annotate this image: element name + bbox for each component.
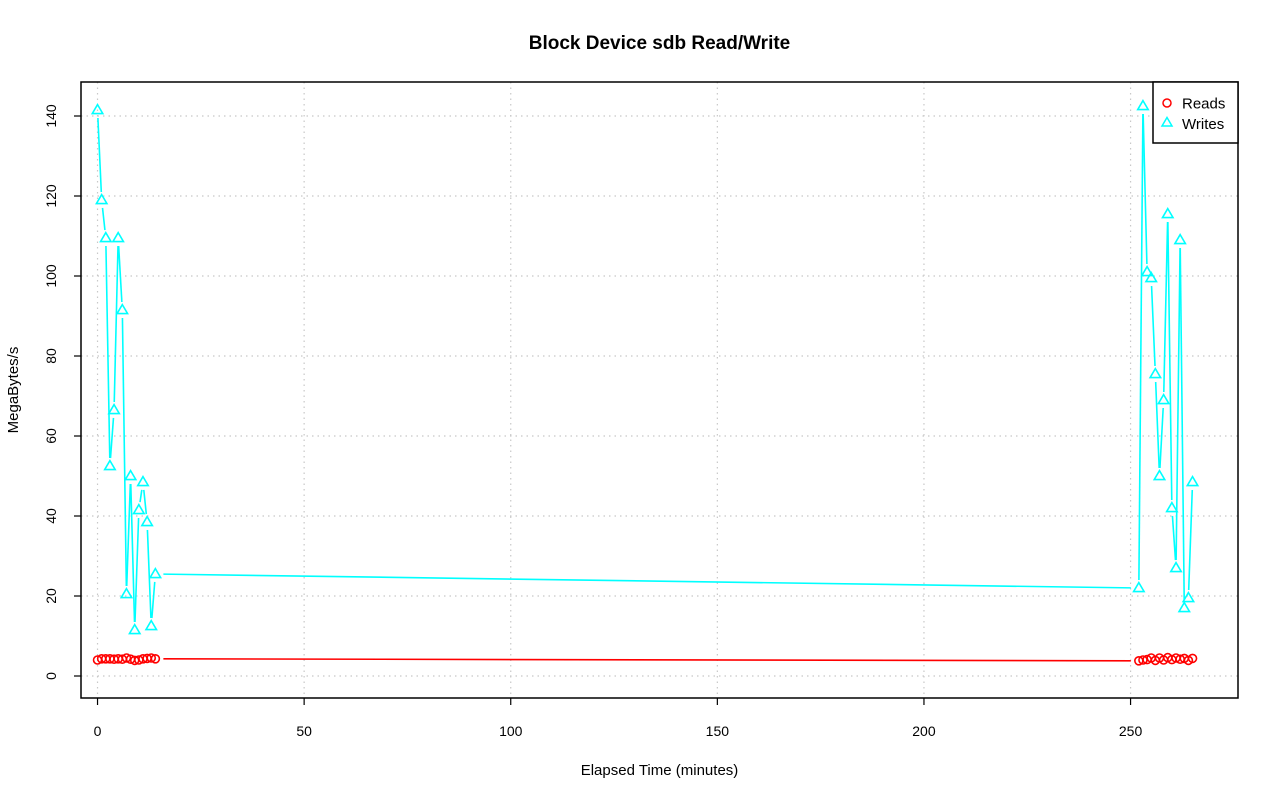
series-segment: [113, 245, 119, 403]
series-segment: [117, 245, 123, 303]
series-segment: [1159, 407, 1164, 469]
series-layer: [90, 99, 1200, 666]
legend-reads-marker: [1162, 98, 1172, 108]
series-reads: [92, 652, 1198, 666]
series-segment: [163, 573, 1131, 589]
series-segment: [1179, 247, 1185, 601]
x-tick-label: 250: [1119, 723, 1143, 739]
series-segment: [146, 529, 152, 619]
legend-reads-label: Reads: [1182, 96, 1225, 113]
series-segment: [151, 581, 156, 619]
series-segment: [1154, 381, 1160, 469]
data-point: [95, 193, 109, 205]
data-point: [1181, 591, 1196, 603]
series-segment: [130, 483, 136, 623]
data-point: [1161, 207, 1175, 219]
data-point: [144, 619, 158, 631]
series-segment: [1187, 489, 1194, 591]
data-point: [140, 515, 154, 527]
series-segment: [1167, 221, 1173, 501]
data-point: [1132, 581, 1146, 593]
data-point: [132, 503, 146, 515]
legend-writes-marker: [1160, 116, 1174, 127]
data-point: [1148, 367, 1163, 379]
data-point: [1136, 99, 1150, 111]
y-axis-label: MegaBytes/s: [5, 347, 22, 434]
data-point: [111, 231, 125, 243]
data-point: [1177, 601, 1191, 613]
series-segment: [1171, 515, 1177, 561]
series-segment: [1150, 285, 1156, 367]
data-point: [1165, 501, 1179, 513]
y-tick-label: 140: [43, 104, 59, 128]
data-point: [1144, 271, 1158, 283]
data-point: [150, 653, 161, 664]
data-point: [90, 103, 105, 115]
series-segment: [97, 117, 103, 193]
series-segment: [125, 483, 132, 587]
series-segment: [105, 245, 111, 459]
y-tick-label: 60: [43, 428, 59, 444]
series-segment: [163, 658, 1131, 662]
y-tick-label: 0: [43, 672, 59, 680]
legend-box: [1152, 81, 1239, 144]
plot-frame: [80, 81, 1239, 699]
x-tick-label: 100: [499, 723, 523, 739]
x-axis-label: Elapsed Time (minutes): [581, 762, 739, 779]
grid: [81, 82, 1238, 698]
data-point: [128, 623, 142, 635]
series-segment: [101, 207, 106, 231]
data-point: [99, 231, 113, 243]
data-point: [1185, 475, 1200, 487]
y-tick-label: 120: [43, 184, 59, 208]
data-point: [1173, 233, 1187, 245]
x-tick-label: 200: [912, 723, 936, 739]
data-point: [1169, 561, 1183, 573]
data-point: [1140, 265, 1154, 277]
x-tick-label: 150: [706, 723, 730, 739]
data-point: [121, 653, 132, 663]
x-tick-label: 50: [296, 723, 312, 739]
data-point: [107, 403, 121, 415]
x-tick-label: 0: [94, 723, 102, 739]
series-segment: [1138, 113, 1144, 581]
series-segment: [1162, 221, 1169, 393]
series-segment: [134, 517, 140, 623]
series-segment: [1142, 113, 1148, 265]
chart-title: Block Device sdb Read/Write: [529, 33, 791, 54]
data-point: [123, 469, 138, 481]
data-point: [1156, 393, 1171, 405]
legend: Reads Writes: [1152, 81, 1239, 144]
series-segment: [143, 489, 148, 515]
data-point: [115, 303, 129, 315]
series-segment: [139, 489, 143, 503]
series-segment: [121, 317, 128, 587]
data-point: [136, 475, 150, 487]
data-point: [1152, 469, 1167, 481]
series-writes: [90, 99, 1200, 635]
data-point: [119, 587, 134, 599]
y-tick-label: 100: [43, 264, 59, 288]
series-segment: [109, 417, 115, 459]
legend-writes-label: Writes: [1182, 116, 1224, 133]
data-point: [146, 653, 157, 663]
data-point: [103, 459, 117, 471]
data-point: [148, 567, 163, 579]
y-tick-label: 20: [43, 588, 59, 604]
data-point: [1187, 653, 1198, 664]
y-tick-label: 40: [43, 508, 59, 524]
y-tick-label: 80: [43, 348, 59, 364]
axes: 0 50 100 150 200 250 0 20 40 60 80 100 120 140: [43, 104, 1142, 739]
series-segment: [1175, 247, 1181, 561]
